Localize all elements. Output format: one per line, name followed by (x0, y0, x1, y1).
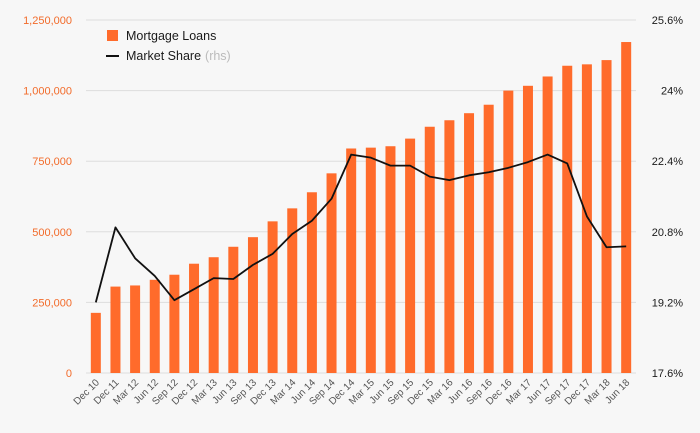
bar-mortgage-loans (542, 76, 553, 373)
bar-mortgage-loans (169, 274, 180, 373)
bar-mortgage-loans (346, 148, 357, 373)
legend-label-market-share: Market Share (rhs) (126, 49, 231, 63)
bar-mortgage-loans (562, 65, 573, 373)
left-axis-ticks: 0 250,000 500,000 750,000 1,000,000 1,250,000 (23, 15, 72, 380)
legend-label-rhs: (rhs) (205, 49, 231, 63)
bar-mortgage-loans (483, 104, 494, 373)
bar-mortgage-loans (326, 173, 337, 373)
bar-mortgage-loans (189, 263, 200, 373)
bar-mortgage-loans (581, 64, 592, 374)
left-tick-label: 500,000 (32, 227, 72, 239)
legend-label-mortgage-loans: Mortgage Loans (126, 29, 216, 43)
bar-mortgage-loans (601, 60, 612, 373)
bar-mortgage-loans (130, 285, 141, 373)
right-tick-label: 22.4% (652, 156, 683, 168)
bar-mortgage-loans (110, 286, 121, 373)
legend-swatch-mortgage-loans (107, 30, 118, 41)
bar-mortgage-loans (522, 85, 533, 374)
bar-mortgage-loans (424, 126, 435, 374)
legend: Mortgage Loans Market Share (rhs) (106, 29, 231, 63)
bar-mortgage-loans (247, 237, 258, 373)
right-tick-label: 24% (661, 86, 683, 98)
right-tick-label: 19.2% (652, 297, 683, 309)
bar-mortgage-loans (287, 208, 298, 373)
left-tick-label: 750,000 (32, 156, 72, 168)
left-tick-label: 1,250,000 (23, 15, 72, 27)
bar-mortgage-loans (267, 221, 278, 373)
bar-mortgage-loans (464, 113, 475, 373)
market-share-line-group (94, 153, 627, 303)
market-share-line (94, 153, 627, 303)
bar-mortgage-loans (385, 146, 396, 373)
bar-mortgage-loans (503, 90, 514, 373)
right-tick-label: 25.6% (652, 15, 683, 27)
bars (90, 42, 632, 374)
left-tick-label: 1,000,000 (23, 86, 72, 98)
bar-mortgage-loans (149, 279, 160, 373)
bar-mortgage-loans (306, 192, 317, 373)
left-tick-label: 250,000 (32, 297, 72, 309)
bar-mortgage-loans (228, 246, 239, 373)
left-tick-label: 0 (66, 368, 72, 380)
right-tick-label: 20.8% (652, 227, 683, 239)
bar-mortgage-loans (444, 120, 455, 373)
legend-label-market-share-name: Market Share (126, 49, 201, 63)
bar-mortgage-loans (90, 312, 101, 373)
bar-mortgage-loans (208, 257, 219, 373)
right-axis-ticks: 17.6% 19.2% 20.8% 22.4% 24% 25.6% (652, 15, 683, 380)
bar-mortgage-loans (365, 147, 376, 373)
bar-mortgage-loans (621, 42, 632, 374)
right-tick-label: 17.6% (652, 368, 683, 380)
gridlines (86, 19, 636, 374)
bar-mortgage-loans (405, 138, 416, 373)
